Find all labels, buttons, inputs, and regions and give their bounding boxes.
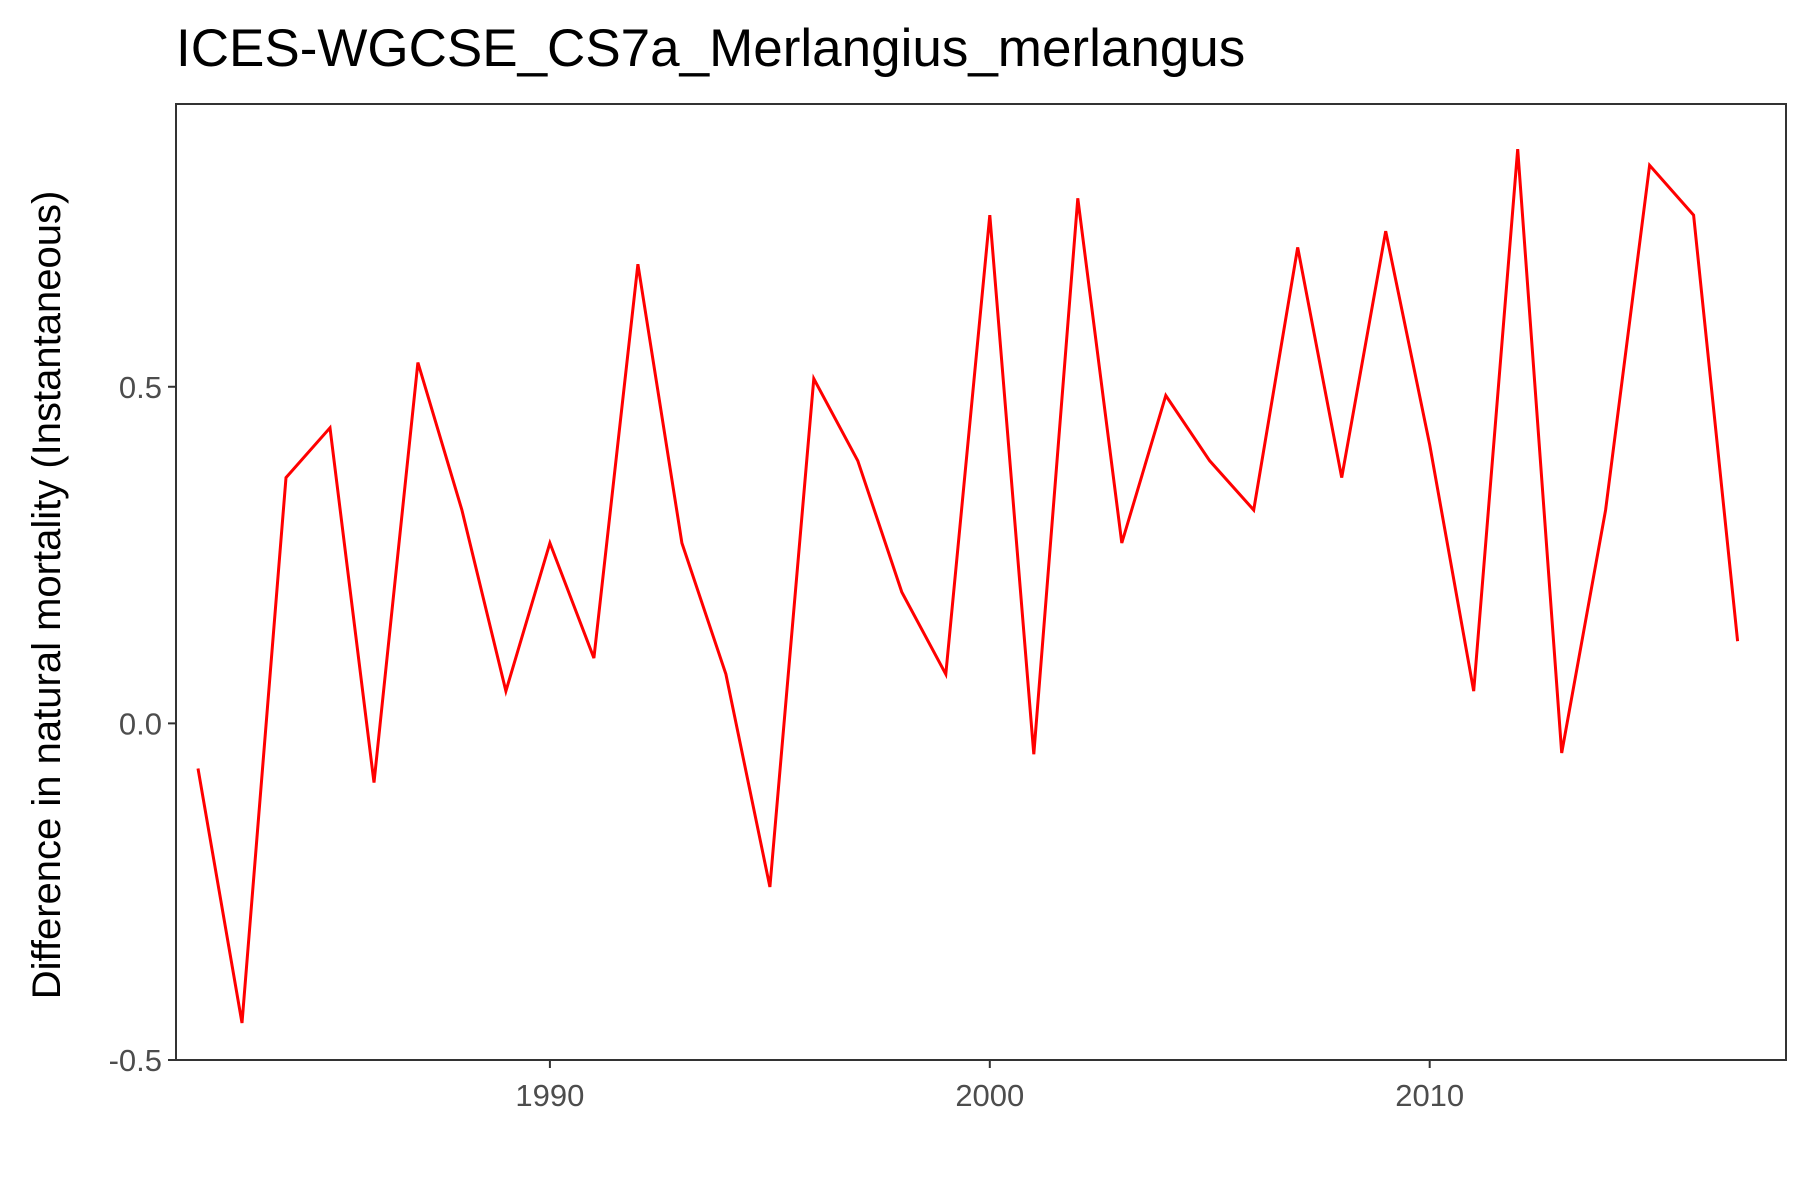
panel-border [175,103,1787,1061]
y-tick-label: -0.5 [109,1043,162,1078]
series-line [196,148,1740,1024]
chart-title: ICES-WGCSE_CS7a_Merlangius_merlangus [176,19,1245,78]
y-tick-label: 0.0 [119,706,162,741]
x-tick-label: 2000 [955,1078,1024,1113]
plot-area: -0.5 0.0 0.5 1990 2000 2010 [109,103,1787,1113]
y-axis-title: Difference in natural mortality (Instant… [25,191,69,1000]
x-tick-label: 1990 [515,1078,584,1113]
y-tick-label: 0.5 [119,370,162,405]
x-tick-label: 2010 [1395,1078,1464,1113]
